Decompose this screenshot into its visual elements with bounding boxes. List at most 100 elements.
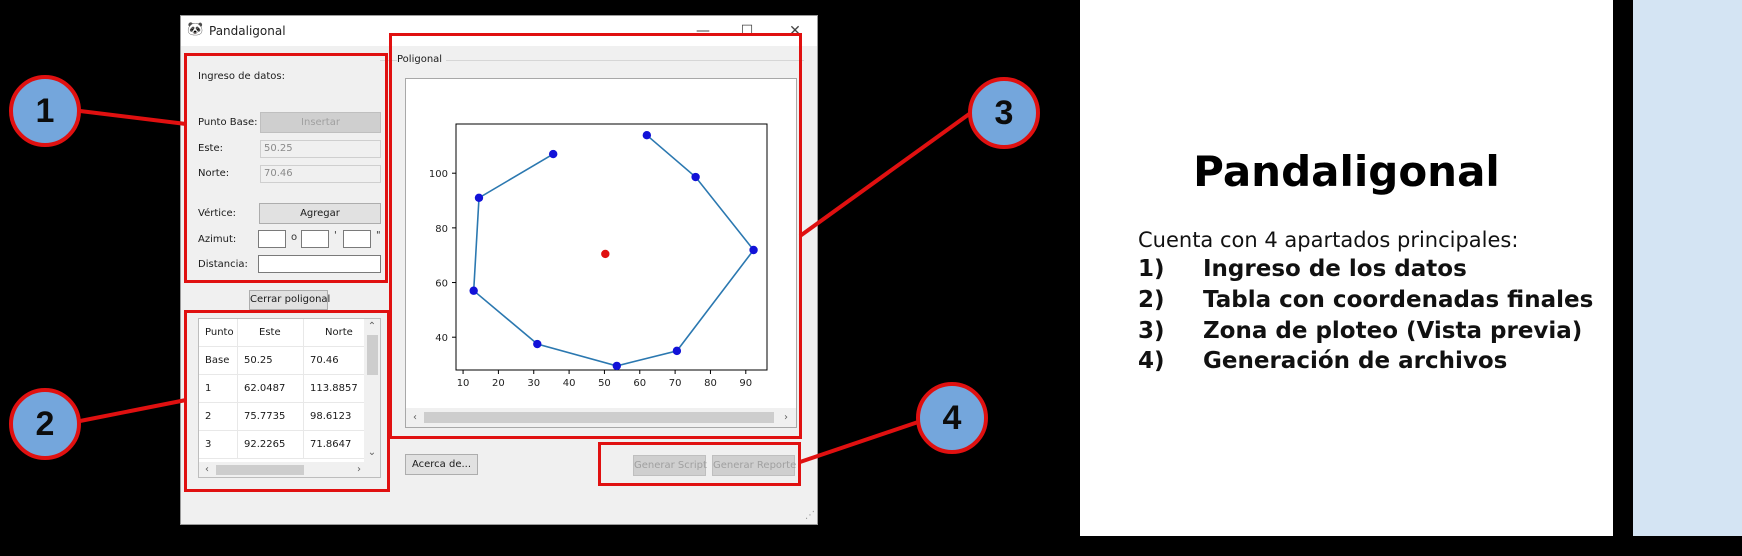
highlight-section-1 bbox=[184, 53, 388, 283]
minute-symbol: ' bbox=[334, 230, 337, 241]
slide-item-text: Tabla con coordenadas finales bbox=[1203, 287, 1594, 313]
annotation-badge-2: 2 bbox=[9, 388, 81, 460]
vertical-scroll-thumb[interactable] bbox=[367, 335, 378, 375]
horizontal-scroll-thumb[interactable] bbox=[216, 465, 304, 475]
highlight-section-2 bbox=[184, 310, 390, 492]
generate-script-button[interactable]: Generar Script bbox=[633, 455, 707, 476]
table-cell: 71.8647 bbox=[310, 439, 352, 450]
y-tick-label: 40 bbox=[435, 333, 448, 344]
scroll-left-icon[interactable]: ‹ bbox=[205, 464, 209, 475]
table-cell: 70.46 bbox=[310, 355, 339, 366]
column-header-este[interactable]: Este bbox=[238, 319, 304, 346]
close-polygon-button[interactable]: Cerrar poligonal bbox=[249, 290, 330, 310]
table-cell: 75.7735 bbox=[238, 403, 304, 430]
scroll-down-icon[interactable]: ⌄ bbox=[367, 447, 377, 458]
este-label: Este: bbox=[198, 143, 223, 154]
about-button[interactable]: Acerca de... bbox=[405, 454, 478, 475]
table-cell: Base bbox=[199, 347, 238, 374]
y-tick-label: 80 bbox=[435, 224, 448, 235]
vertex-point bbox=[548, 149, 558, 159]
x-tick-label: 60 bbox=[633, 378, 646, 389]
table-row[interactable]: 3 92.2265 71.8647 bbox=[199, 431, 364, 459]
coordinates-table[interactable]: Punto Este Norte Base 50.25 70.46 1 62.0… bbox=[198, 318, 381, 478]
scroll-left-icon[interactable]: ‹ bbox=[413, 412, 417, 423]
x-tick-label: 80 bbox=[704, 378, 717, 389]
plot-axes-frame bbox=[455, 123, 768, 371]
table-horizontal-scrollbar[interactable]: ‹ › bbox=[199, 462, 380, 477]
slide-title: Pandaligonal bbox=[1193, 147, 1500, 196]
connector-1 bbox=[79, 109, 187, 126]
table-vertical-scrollbar[interactable]: ⌃ ⌄ bbox=[364, 319, 380, 462]
table-cell: 1 bbox=[199, 375, 238, 402]
generate-report-button[interactable]: Generar Reporte bbox=[712, 455, 796, 476]
azimuth-degrees-input[interactable] bbox=[258, 230, 286, 248]
y-tick-label: 60 bbox=[435, 279, 448, 290]
slide-panel: Pandaligonal Cuenta con 4 apartados prin… bbox=[1080, 0, 1613, 536]
scroll-right-icon[interactable]: › bbox=[784, 412, 788, 423]
column-header-punto[interactable]: Punto bbox=[199, 319, 238, 346]
vertex-label: Vértice: bbox=[198, 208, 237, 219]
table-cell: 98.6123 bbox=[310, 411, 352, 422]
x-tick-label: 90 bbox=[739, 378, 752, 389]
norte-label: Norte: bbox=[198, 168, 230, 179]
plot-area: 10 20 30 40 50 60 70 80 90 40 60 80 100 ‹ › bbox=[405, 78, 797, 428]
vertex-point bbox=[469, 286, 478, 295]
table-cell: 50.25 bbox=[238, 347, 304, 374]
slide-intro: Cuenta con 4 apartados principales: bbox=[1138, 228, 1519, 252]
vertex-point bbox=[474, 193, 484, 202]
base-point-label: Punto Base: bbox=[198, 117, 258, 128]
scroll-up-icon[interactable]: ⌃ bbox=[367, 321, 377, 332]
distance-input[interactable] bbox=[258, 255, 381, 273]
x-tick-label: 70 bbox=[669, 378, 682, 389]
add-vertex-button[interactable]: Agregar bbox=[259, 203, 381, 224]
degree-symbol: o bbox=[291, 232, 298, 243]
polygon-group-title: Poligonal bbox=[397, 54, 447, 65]
polygon-groupbox bbox=[380, 60, 804, 412]
annotation-badge-4: 4 bbox=[916, 382, 988, 454]
connector-3 bbox=[798, 110, 974, 238]
x-tick-label: 10 bbox=[457, 378, 470, 389]
x-tick-label: 40 bbox=[563, 378, 576, 389]
panda-app-icon: 🐼 bbox=[187, 22, 204, 37]
connector-4 bbox=[799, 418, 925, 464]
polygon-plot: 10 20 30 40 50 60 70 80 90 40 60 80 100 bbox=[429, 123, 768, 389]
x-tick-label: 50 bbox=[598, 378, 611, 389]
slide-item-text: Generación de archivos bbox=[1203, 348, 1508, 374]
table-row[interactable]: 2 75.7735 98.6123 bbox=[199, 403, 364, 431]
slide-item-number: 2) bbox=[1138, 287, 1165, 313]
connector-2 bbox=[79, 398, 187, 423]
column-header-norte[interactable]: Norte bbox=[304, 319, 364, 346]
insert-button[interactable]: Insertar bbox=[260, 112, 381, 133]
slide-item-number: 3) bbox=[1138, 318, 1165, 344]
base-point bbox=[601, 249, 610, 259]
vertex-point bbox=[749, 245, 758, 255]
azimuth-seconds-input[interactable] bbox=[343, 230, 371, 248]
x-tick-label: 20 bbox=[492, 378, 505, 389]
annotation-connectors bbox=[79, 109, 974, 464]
vertex-point bbox=[642, 131, 652, 140]
table-cell: 113.8857 bbox=[310, 383, 358, 394]
table-cell: 2 bbox=[199, 403, 238, 430]
azimuth-minutes-input[interactable] bbox=[301, 230, 329, 248]
slide-item-number: 1) bbox=[1138, 256, 1165, 282]
table-cell: 3 bbox=[199, 431, 238, 458]
plot-scroll-thumb[interactable] bbox=[424, 412, 774, 423]
plot-horizontal-scrollbar[interactable]: ‹ › bbox=[406, 408, 796, 427]
annotation-badge-1: 1 bbox=[9, 75, 81, 147]
vertex-point bbox=[672, 346, 682, 356]
table-row[interactable]: 1 62.0487 113.8857 bbox=[199, 375, 364, 403]
input-heading: Ingreso de datos: bbox=[198, 71, 285, 82]
este-field[interactable]: 50.25 bbox=[260, 140, 381, 158]
scroll-right-icon[interactable]: › bbox=[357, 464, 361, 475]
resize-grip-icon[interactable]: ⋰ bbox=[805, 510, 815, 521]
azimuth-label: Azimut: bbox=[198, 234, 237, 245]
app-window: 🐼 Pandaligonal — ☐ ✕ Ingreso de datos: P… bbox=[180, 15, 818, 525]
close-button[interactable]: ✕ bbox=[789, 23, 801, 39]
table-row[interactable]: Base 50.25 70.46 bbox=[199, 347, 364, 375]
norte-field[interactable]: 70.46 bbox=[260, 165, 381, 183]
vertex-point bbox=[533, 339, 542, 349]
x-tick-label: 30 bbox=[527, 378, 540, 389]
vertex-point bbox=[691, 172, 700, 182]
annotation-badge-3: 3 bbox=[968, 77, 1040, 149]
table-cell: 92.2265 bbox=[238, 431, 304, 458]
